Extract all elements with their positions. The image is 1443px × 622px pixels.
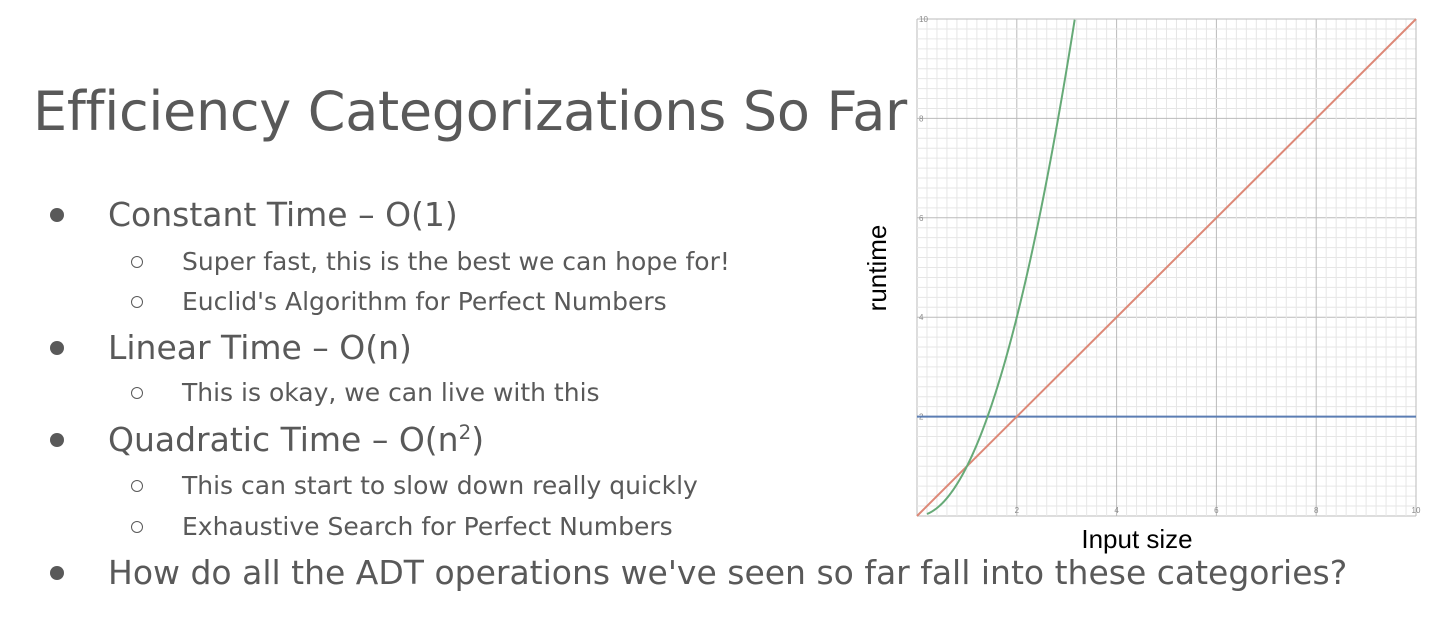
x-tick-label: 8 [1314,506,1319,515]
bullet-adt-question: How do all the ADT operations we've seen… [49,553,1348,592]
y-axis-label: runtime [862,225,892,312]
quadratic-suffix: ) [471,420,485,459]
x-tick-label: 4 [1114,506,1119,515]
sub-bullet-okay: This is okay, we can live with this [131,378,600,407]
bullet-constant-time: Constant Time – O(1) [50,195,458,234]
bullet-list: Constant Time – O(1) Super fast, this is… [49,195,1347,589]
y-tick-label: 10 [919,15,928,24]
x-axis-label: Input size [1081,524,1192,554]
sub-bullet-euclid: Euclid's Algorithm for Perfect Numbers [131,287,667,316]
x-tick-label: 6 [1214,506,1219,515]
y-tick-label: 6 [919,214,924,223]
chart-grid [916,18,1417,517]
quadratic-prefix: Quadratic Time – O(n [108,420,459,459]
chart-series [916,18,1417,517]
sub-bullet-slow-down: This can start to slow down really quick… [131,471,698,500]
sub-bullet-exhaustive: Exhaustive Search for Perfect Numbers [131,512,673,541]
sub-bullet-super-fast: Super fast, this is the best we can hope… [131,247,730,276]
bullet-quadratic-time: Quadratic Time – O(n2) [49,420,485,459]
y-tick-label: 4 [919,313,924,322]
quadratic-exponent: 2 [458,421,472,444]
series-line [916,18,1417,517]
series-line [926,19,1076,515]
y-tick-label: 8 [919,114,924,123]
x-tick-label: 10 [1412,506,1421,515]
bullet-linear-time: Linear Time – O(n) [50,328,412,367]
slide-title: Efficiency Categorizations So Far [33,80,907,143]
x-tick-label: 2 [1015,506,1020,515]
